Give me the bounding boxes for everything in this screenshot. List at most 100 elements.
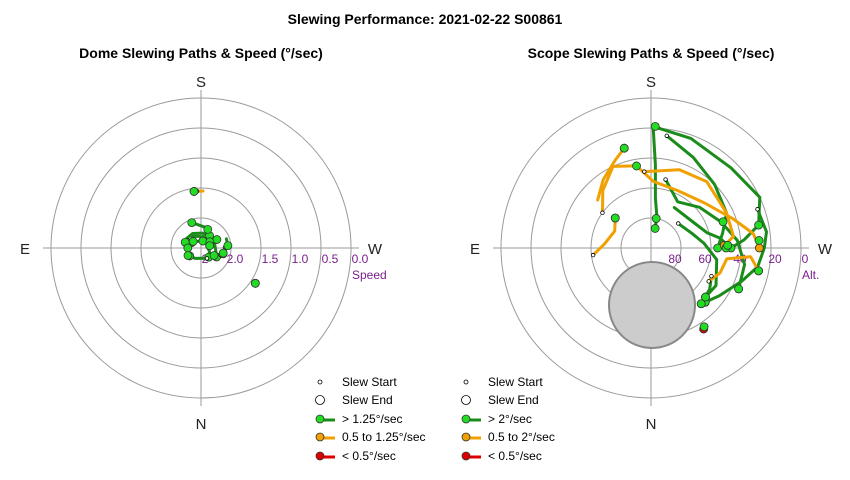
slew-path-medium (596, 146, 626, 202)
svg-text:< 0.5°/sec: < 0.5°/sec (488, 449, 542, 463)
scope-zenith-exclusion-disk (608, 261, 696, 349)
slew-path-fast (672, 206, 730, 247)
slew-end-marker (188, 237, 198, 246)
radial-tick-label: 0.5 (322, 252, 339, 266)
dome-legend-slow: < 0.5°/sec (315, 449, 396, 463)
slew-end-marker (205, 241, 215, 251)
svg-text:0.5 to 1.25°/sec: 0.5 to 1.25°/sec (342, 430, 426, 444)
slew-start-marker (642, 169, 647, 174)
slew-end-marker (218, 248, 228, 258)
slew-end-marker (619, 143, 629, 153)
svg-text:Slew End: Slew End (342, 393, 393, 407)
slew-path-medium (707, 255, 761, 283)
slew-end-marker (651, 214, 661, 223)
slew-end-marker (754, 220, 763, 230)
dome-legend-start: Slew Start (317, 375, 397, 389)
slew-start-marker (590, 252, 596, 258)
slew-start-marker (709, 273, 714, 279)
scope-radial-ticks: 80 60 40 20 0 (668, 252, 808, 266)
slew-path-medium (601, 164, 761, 250)
slew-end-marker (650, 122, 660, 131)
svg-text:Slew Start: Slew Start (488, 375, 543, 389)
slew-end-marker (723, 240, 733, 250)
dome-radial-axis-label: Speed (352, 268, 387, 282)
slew-start-marker (204, 256, 210, 261)
slew-path-medium (642, 168, 735, 247)
radial-tick-label: 1.0 (292, 252, 309, 266)
legend-marker-icon (315, 414, 325, 424)
slew-start-marker (664, 133, 669, 138)
legend-marker-icon (315, 451, 325, 461)
slew-end-marker (701, 292, 710, 302)
radial-tick-label: 2.0 (227, 252, 244, 266)
slew-path-fast (651, 124, 659, 230)
slew-end-marker (754, 266, 763, 276)
scope-compass-south: S (646, 74, 656, 91)
legend-end-icon (461, 395, 471, 405)
dome-legend-end: Slew End (315, 393, 393, 407)
slew-start-marker (663, 177, 668, 182)
svg-text:< 0.5°/sec: < 0.5°/sec (342, 449, 396, 463)
slew-end-marker (203, 224, 213, 234)
slew-end-marker (183, 251, 193, 260)
legend-marker-icon (461, 414, 471, 424)
dome-legend: Slew Start Slew End > 1.25°/sec 0.5 to 1… (315, 375, 426, 463)
slew-end-marker (696, 299, 706, 309)
slew-start-marker (676, 221, 681, 226)
scope-legend-start: Slew Start (463, 375, 543, 389)
slew-path-fast (665, 134, 728, 250)
slew-end-marker (754, 243, 764, 253)
svg-text:> 1.25°/sec: > 1.25°/sec (342, 412, 403, 426)
scope-legend-fast: > 2°/sec (461, 412, 532, 426)
scope-compass-west: W (818, 241, 833, 258)
radial-tick-label: 0 (802, 252, 809, 266)
slew-end-marker (183, 243, 193, 253)
slew-end-marker (632, 161, 641, 171)
slew-end-marker (223, 241, 233, 251)
dome-compass-north: N (196, 416, 207, 433)
legend-marker-icon (315, 432, 325, 442)
slew-end-marker (650, 224, 660, 233)
dome-compass-west: W (368, 241, 383, 258)
svg-text:Slew Start: Slew Start (342, 375, 397, 389)
slew-end-marker (209, 251, 219, 260)
scope-chart-title: Scope Slewing Paths & Speed (°/sec) (528, 45, 775, 61)
radial-tick-label: 20 (768, 252, 782, 266)
scope-legend-slow: < 0.5°/sec (461, 449, 542, 463)
legend-marker-icon (461, 451, 471, 461)
radial-tick-label: 60 (698, 252, 712, 266)
dome-chart-title: Dome Slewing Paths & Speed (°/sec) (79, 45, 323, 61)
legend-end-icon (315, 395, 325, 405)
slew-end-marker (250, 278, 260, 288)
slew-end-marker (718, 217, 728, 227)
scope-legend: Slew Start Slew End > 2°/sec 0.5 to 2°/s… (461, 375, 555, 463)
slew-end-marker (754, 236, 764, 245)
scope-legend-end: Slew End (461, 393, 539, 407)
legend-marker-icon (461, 432, 471, 442)
scope-radial-axis-label: Alt. (802, 268, 819, 282)
dome-compass-east: E (20, 241, 30, 258)
radial-tick-label: 1.5 (262, 252, 279, 266)
slew-start-marker (706, 279, 711, 284)
radial-tick-label: 80 (668, 252, 682, 266)
scope-compass-east: E (470, 241, 480, 258)
slew-end-marker (610, 213, 620, 223)
slew-start-marker (755, 207, 760, 212)
dome-legend-medium: 0.5 to 1.25°/sec (315, 430, 426, 444)
scope-chart: Scope Slewing Paths & Speed (°/sec) S N … (461, 45, 833, 463)
slew-path-fast (651, 124, 762, 250)
dome-chart: Dome Slewing Paths & Speed (°/sec) S N E… (20, 45, 426, 463)
svg-text:0.5 to 2°/sec: 0.5 to 2°/sec (488, 430, 555, 444)
svg-text:Slew End: Slew End (488, 393, 539, 407)
exclusion-disk (608, 261, 696, 349)
svg-text:> 2°/sec: > 2°/sec (488, 412, 532, 426)
legend-start-icon (317, 379, 323, 385)
scope-legend-medium: 0.5 to 2°/sec (461, 430, 555, 444)
slew-end-marker (734, 284, 744, 294)
dome-compass-south: S (196, 74, 206, 91)
scope-slew-paths (590, 122, 768, 334)
dome-legend-fast: > 1.25°/sec (315, 412, 403, 426)
slew-path-fast (676, 222, 719, 299)
scope-compass-north: N (646, 416, 657, 433)
